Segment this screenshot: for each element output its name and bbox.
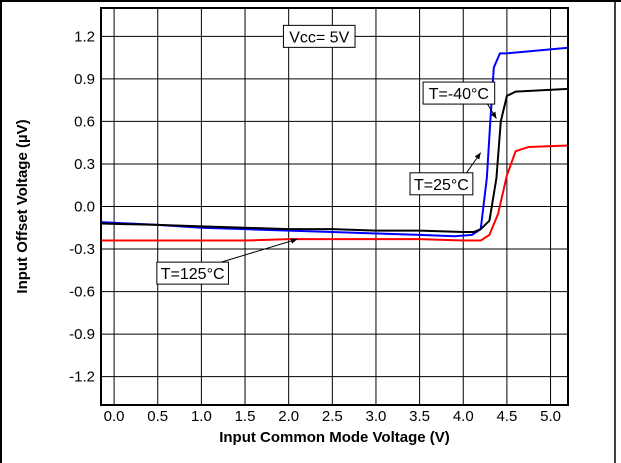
y-tick-label: 0.0 (74, 199, 95, 216)
x-tick-label: 0.5 (147, 408, 168, 425)
y-tick-label: -1.2 (69, 369, 95, 386)
grid (101, 8, 568, 405)
x-tick-label: 1.5 (235, 408, 256, 425)
annotation-arrowhead (290, 238, 298, 244)
annotation-label: T=125°C (161, 266, 225, 283)
y-tick-label: 1.2 (74, 28, 95, 45)
annotations: Vcc= 5V T=-40°C T=25°C T=125°C (156, 24, 497, 285)
x-tick-label: 3.5 (409, 408, 430, 425)
x-tick-label: 2.0 (278, 408, 299, 425)
y-tick-label: -0.3 (69, 241, 95, 258)
y-tick-label: 0.9 (74, 71, 95, 88)
x-axis-title: Input Common Mode Voltage (V) (219, 429, 450, 446)
annotation-leader-line (221, 238, 298, 263)
y-tick-label: -0.9 (69, 326, 95, 343)
x-tick-label: 4.5 (496, 408, 517, 425)
y-axis-title: Input Offset Voltage (µV) (14, 119, 31, 293)
annotation-arrowhead (490, 111, 497, 119)
annotation-label: Vcc= 5V (289, 29, 349, 46)
x-tick-label: 3.0 (366, 408, 387, 425)
x-tick-labels: 0.0 0.5 1.0 1.5 2.0 2.5 3.0 3.5 4.0 4.5 5.0 (104, 408, 561, 425)
annotation-box (282, 24, 356, 48)
annotation-box (422, 81, 496, 105)
y-tick-label: 0.3 (74, 156, 95, 173)
series-line (100, 87, 569, 234)
series-layer (100, 46, 569, 242)
y-tick-label: 0.6 (74, 113, 95, 130)
y-tick-labels: 1.2 0.9 0.6 0.3 0.0 -0.3 -0.6 -0.9 -1.2 (69, 28, 95, 385)
x-tick-label: 2.5 (322, 408, 343, 425)
series-line (101, 144, 569, 242)
y-tick-label: -0.6 (69, 284, 95, 301)
annotation-box (409, 172, 474, 196)
x-tick-label: 0.0 (104, 408, 125, 425)
plot-area-border (100, 7, 569, 406)
x-tick-label: 5.0 (540, 408, 561, 425)
annotation-label: T=25°C (414, 177, 469, 194)
x-tick-label: 4.0 (453, 408, 474, 425)
annotation-label: T=-40°C (429, 86, 489, 103)
x-tick-label: 1.0 (191, 408, 212, 425)
annotation-box (156, 261, 229, 285)
annotation-arrowhead (474, 152, 481, 160)
series-line (100, 46, 569, 238)
